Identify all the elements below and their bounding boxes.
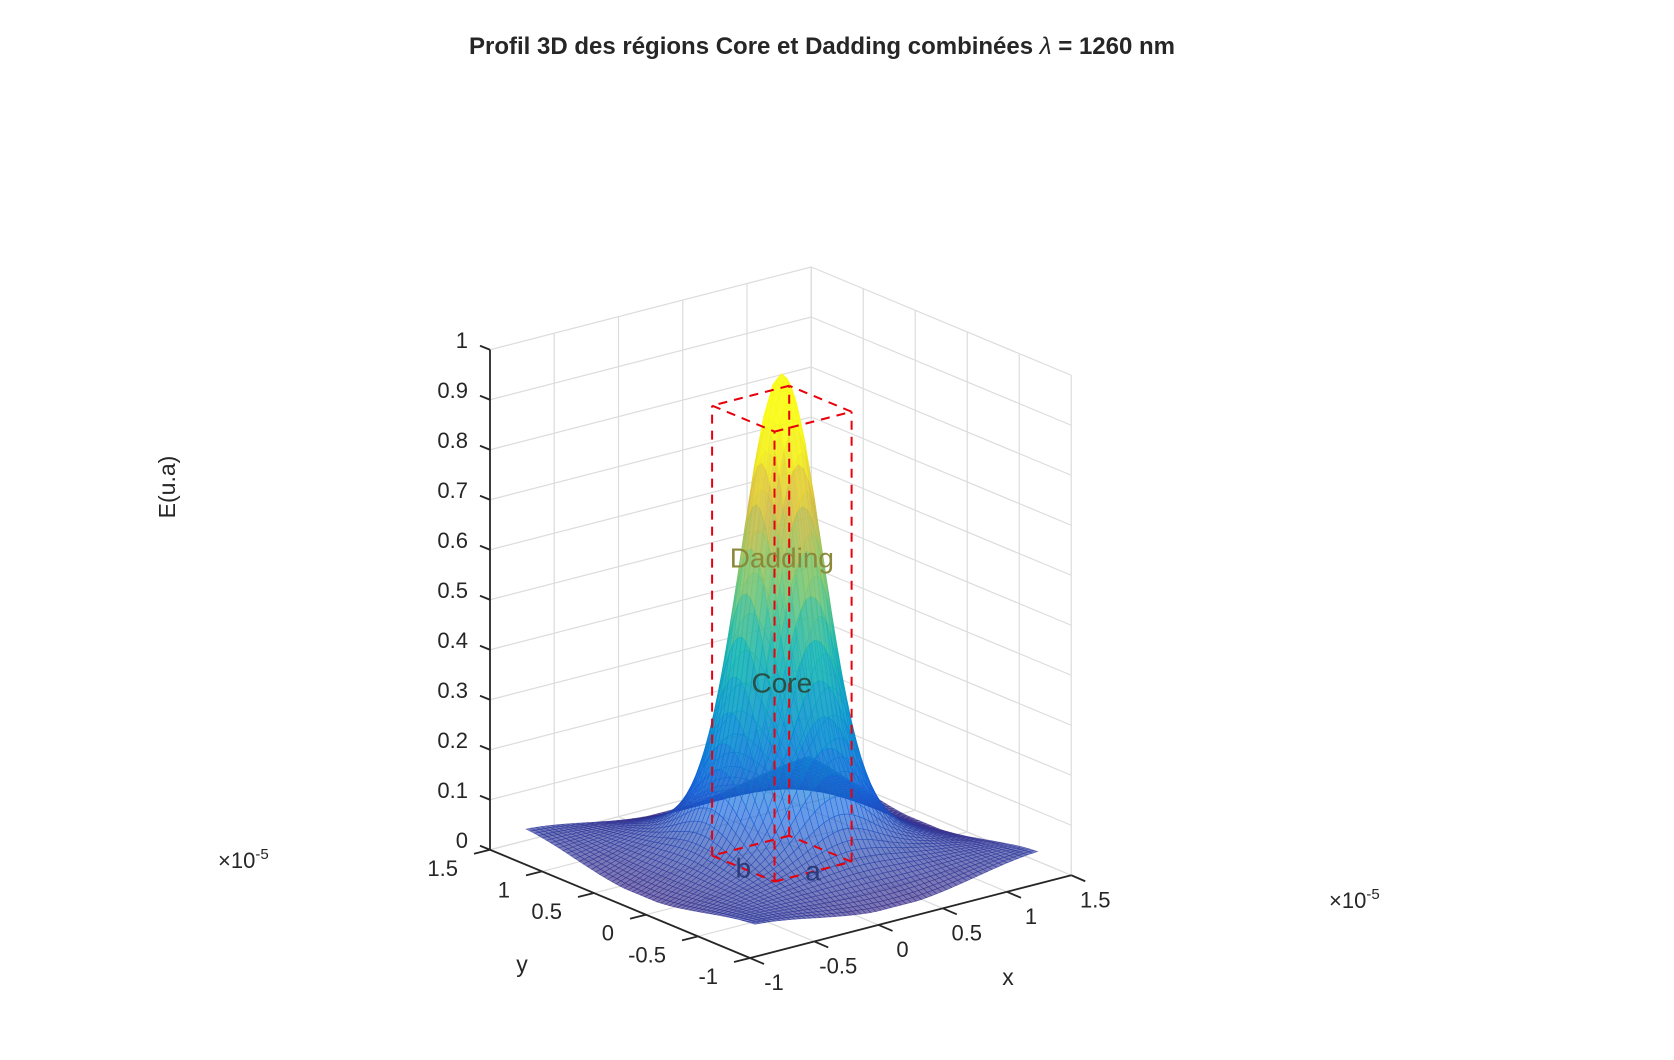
y-multiplier: ×10-5 [218,846,269,873]
x-tick-mark [813,940,829,949]
y-tick-mark [577,892,595,898]
annotation-b: b [736,853,752,884]
y-tick-mark [473,848,491,855]
z-tick-label: 0.6 [437,528,468,553]
y-tick-label: 1.5 [427,856,458,881]
z-tick-mark [479,744,491,751]
x-tick-mark [878,924,893,932]
y-tick-label: 0 [602,921,614,946]
x-tick-label: 1 [1025,904,1037,929]
z-tick-mark [479,544,491,551]
x-tick-mark [749,957,765,965]
y-tick-label: 0.5 [531,899,562,924]
z-tick-label: 1 [456,328,468,353]
annotation-core: Core [751,668,812,699]
x-tick-label: 0 [896,937,908,962]
title-lambda: λ [1038,33,1052,60]
grid-side-z [811,516,1072,626]
z-tick-mark [479,494,491,501]
x-tick-label: 1.5 [1080,887,1111,912]
y-tick-mark [681,935,699,942]
grid-side-z [811,466,1072,576]
grid-back-z [489,366,812,451]
region-box-edge [788,384,852,413]
x-tick-label: -1 [764,970,784,995]
surface-plot [525,373,1039,925]
y-tick-mark [733,957,751,963]
grid-back-z [489,266,812,351]
grid-side-z [811,416,1072,526]
z-tick-mark [479,794,491,801]
x-tick-mark [1006,890,1022,899]
x-multiplier: ×10-5 [1329,886,1380,913]
grid-side-z [811,666,1072,776]
z-tick-mark [479,444,491,451]
z-tick-label: 0.5 [437,578,468,603]
z-tick-label: 0.2 [437,728,468,753]
y-tick-label: -0.5 [628,942,666,967]
z-tick-label: 0.7 [437,478,468,503]
grid-side-z [811,366,1072,476]
z-tick-label: 0.4 [437,628,468,653]
z-tick-label: 0.1 [437,778,468,803]
x-tick-mark [1070,874,1086,883]
z-tick-mark [479,644,491,651]
x-tick-label: -0.5 [819,953,857,978]
y-axis-label: y [516,951,528,977]
z-axis-label: E(u.a) [154,456,180,519]
z-tick-mark [479,394,491,401]
grid-back-z [489,316,812,401]
z-tick-label: 0.8 [437,428,468,453]
grid-side-z [811,266,1072,376]
z-tick-mark [479,344,491,351]
grid-back-z [489,416,812,501]
z-tick-mark [479,694,491,701]
x-tick-label: 0.5 [951,920,982,945]
grid-side-z [811,616,1072,726]
x-tick-mark [942,907,958,916]
z-tick-label: 0 [456,828,468,853]
x-axis-label: x [1002,964,1014,990]
y-tick-mark [629,913,647,920]
z-tick-label: 0.3 [437,678,468,703]
y-tick-label: 1 [498,877,510,902]
y-tick-label: -1 [698,964,718,989]
title-after: = 1260 nm [1052,33,1175,60]
z-tick-label: 0.9 [437,378,468,403]
z-tick-mark [479,844,491,851]
y-tick-mark [525,870,543,877]
chart-title: Profil 3D des régions Core et Dadding co… [469,33,1175,60]
title-before: Profil 3D des régions Core et Dadding co… [469,33,1040,60]
z-tick-mark [479,594,491,601]
grid-side-z [811,566,1072,676]
grid-side-z [811,316,1072,426]
annotation-a: a [805,856,821,887]
annotation-dadding: Dadding [730,543,834,574]
